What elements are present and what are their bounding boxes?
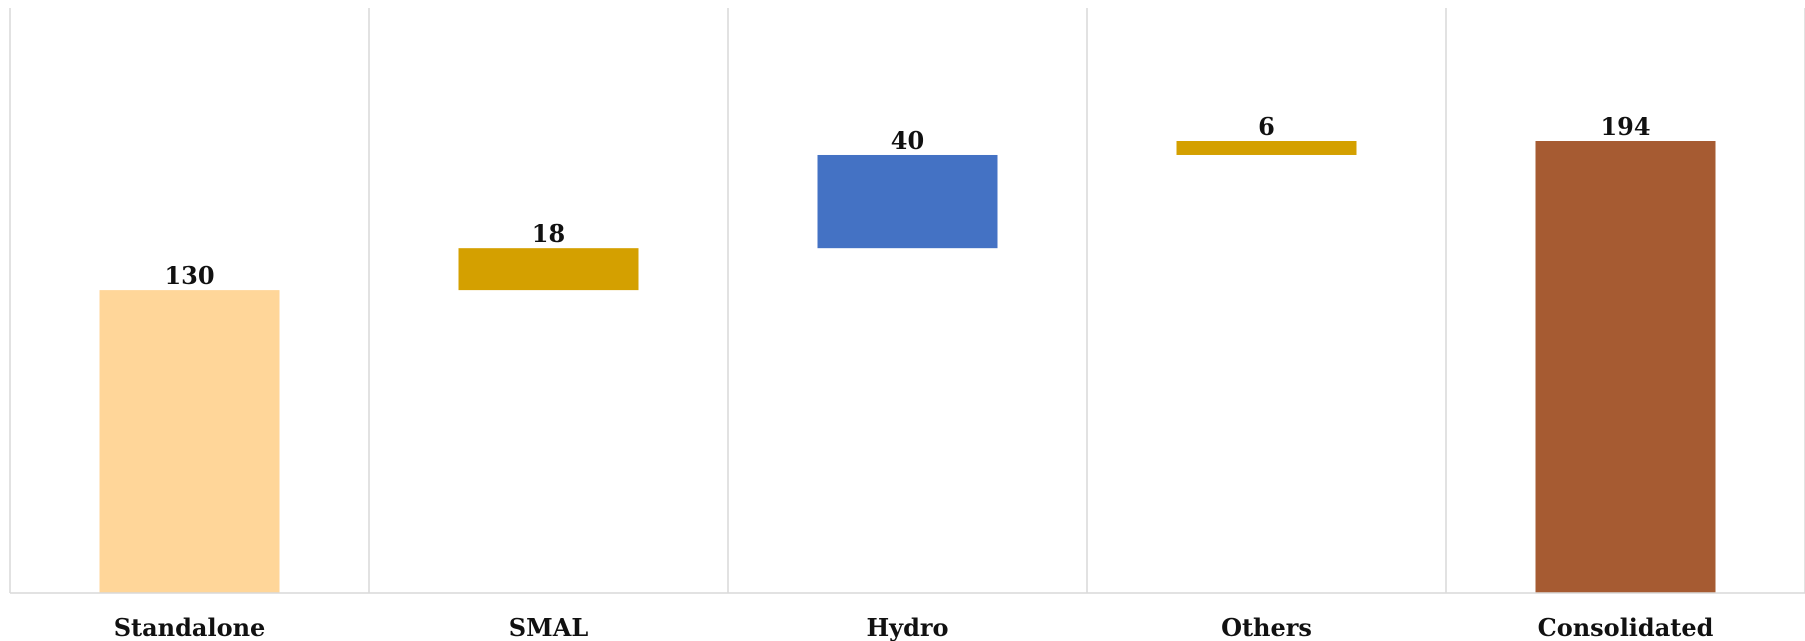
category-label-others: Others xyxy=(1221,613,1312,641)
category-label-hydro: Hydro xyxy=(866,613,948,641)
data-label-standalone: 130 xyxy=(164,261,214,290)
data-label-consolidated: 194 xyxy=(1600,112,1650,141)
category-label-standalone: Standalone xyxy=(114,613,266,641)
bar-others xyxy=(1176,141,1357,155)
data-label-others: 6 xyxy=(1258,112,1275,141)
bar-standalone xyxy=(99,290,280,593)
category-label-smal: SMAL xyxy=(509,613,589,641)
bar-hydro xyxy=(817,154,998,249)
category-labels: Standalone SMAL Hydro Others Consolidated xyxy=(114,613,1714,641)
data-label-hydro: 40 xyxy=(891,126,924,155)
bar-smal xyxy=(458,248,639,291)
category-separators xyxy=(9,8,1805,593)
bar-consolidated xyxy=(1535,141,1716,593)
bars xyxy=(99,141,1716,593)
data-label-smal: 18 xyxy=(532,219,565,248)
category-label-consolidated: Consolidated xyxy=(1538,613,1714,641)
data-labels: 130 18 40 6 194 xyxy=(164,112,1650,290)
